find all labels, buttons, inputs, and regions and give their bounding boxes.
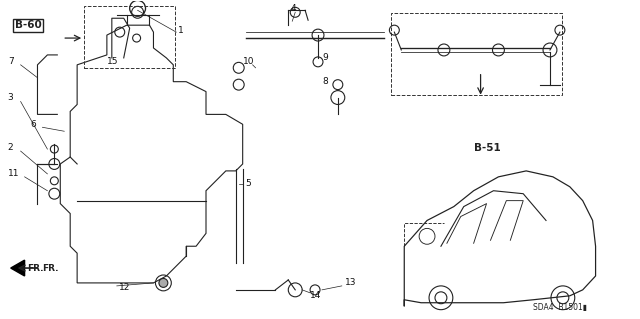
Text: SDA4  B1501▮: SDA4 B1501▮ xyxy=(533,303,587,312)
Bar xyxy=(392,13,562,94)
Bar xyxy=(84,6,175,68)
Text: 4: 4 xyxy=(291,4,296,13)
Text: 3: 3 xyxy=(8,93,13,102)
Text: B-60: B-60 xyxy=(15,20,42,30)
Text: FR.: FR. xyxy=(42,263,59,272)
Text: 8: 8 xyxy=(322,77,328,86)
Text: 2: 2 xyxy=(8,143,13,152)
Text: 13: 13 xyxy=(345,278,356,287)
Text: 1: 1 xyxy=(179,26,184,35)
Text: 15: 15 xyxy=(107,57,118,66)
Text: FR.: FR. xyxy=(28,263,44,272)
Text: B-51: B-51 xyxy=(474,143,500,153)
Polygon shape xyxy=(11,260,24,276)
Text: 12: 12 xyxy=(119,283,130,293)
Text: 6: 6 xyxy=(31,120,36,129)
Text: 5: 5 xyxy=(246,179,252,188)
Text: 9: 9 xyxy=(322,53,328,63)
Circle shape xyxy=(159,278,168,287)
Text: 10: 10 xyxy=(243,57,254,66)
Text: 7: 7 xyxy=(8,57,13,66)
Text: 14: 14 xyxy=(310,291,321,300)
Text: 11: 11 xyxy=(8,169,19,178)
